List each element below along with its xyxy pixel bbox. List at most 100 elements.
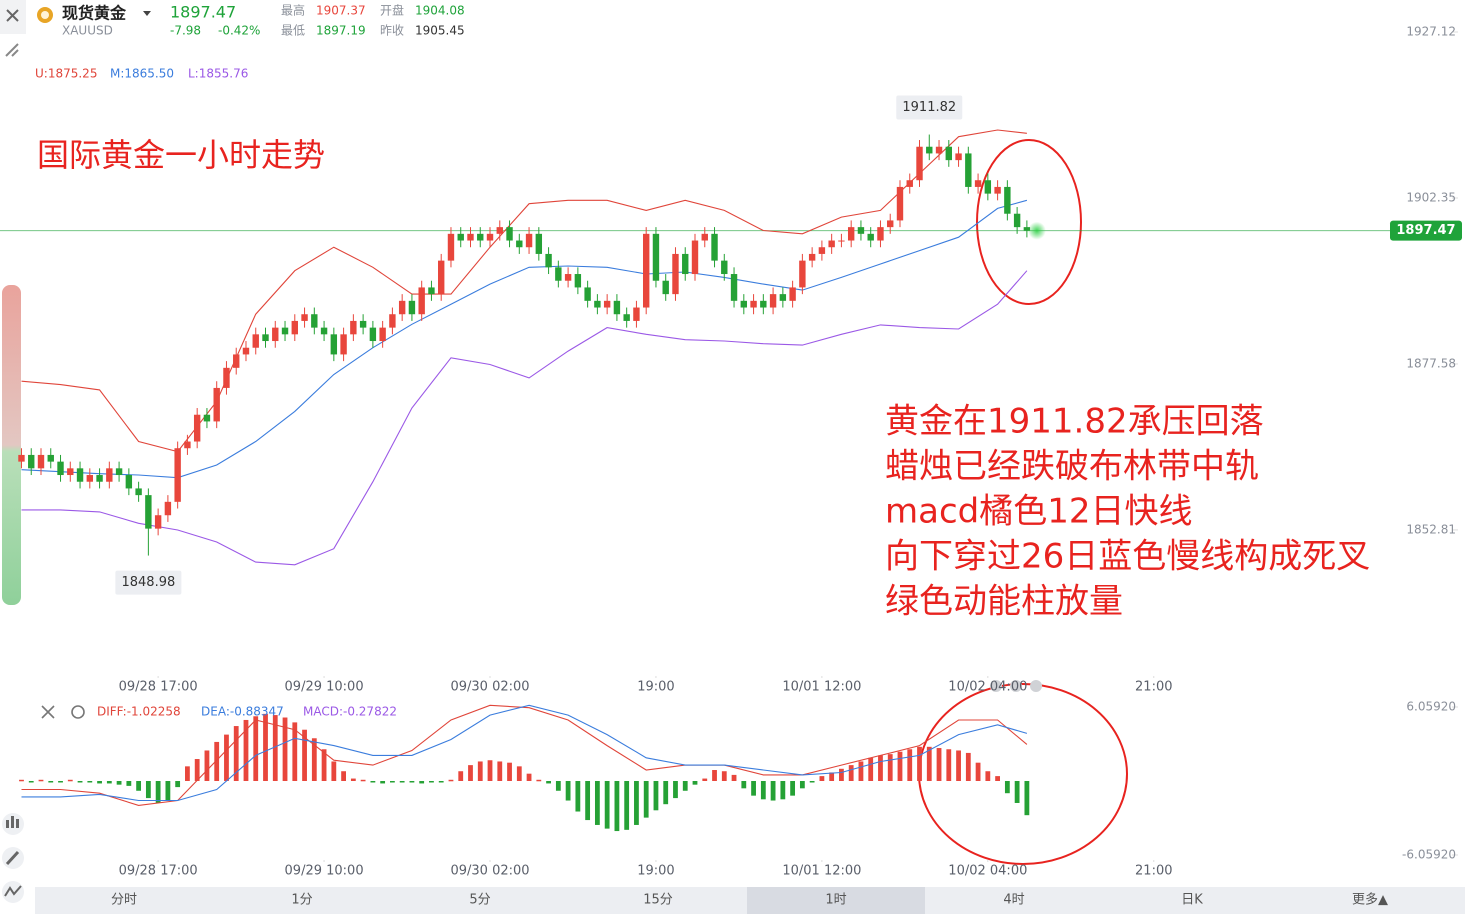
candle-body [438, 260, 445, 295]
symbol: XAUUSD [62, 24, 113, 38]
candle-body [642, 233, 650, 308]
y-tick-label: 1902.35 [1406, 190, 1456, 204]
y-tick-label: 6.05920 [1406, 700, 1456, 714]
candle-body [584, 287, 591, 301]
candle-body [301, 314, 308, 321]
candle-body [682, 253, 689, 275]
bollinger-line [21, 270, 1028, 566]
open-value: 1904.08 [415, 4, 465, 18]
candle-body [760, 300, 767, 308]
candle-body [213, 387, 220, 422]
sentiment-bar [2, 285, 21, 605]
macd-legend: DIFF:-1.02258 [97, 705, 181, 719]
macd-bar [302, 729, 307, 781]
macd-bar [165, 781, 171, 801]
macd-bar [28, 781, 34, 783]
close-button[interactable] [0, 0, 26, 34]
tab[interactable]: 日K [1181, 893, 1203, 908]
candle-body [594, 300, 601, 308]
tab[interactable]: 4时 [1003, 893, 1024, 908]
candle-body [691, 240, 699, 275]
macd-bar [48, 781, 54, 783]
candle-body [574, 274, 582, 288]
candle-body [28, 454, 35, 469]
candle-body [447, 233, 455, 261]
macd-bar [67, 779, 73, 782]
bollinger-line [21, 129, 1027, 453]
macd-bar [770, 781, 776, 801]
macd-bar [487, 760, 493, 781]
macd-bar [585, 781, 591, 821]
macd-bar [594, 781, 600, 825]
last-price-glow [1027, 221, 1046, 240]
candle-body [603, 300, 611, 308]
indicator-tool[interactable] [2, 813, 24, 835]
candle-body [769, 294, 777, 308]
tab-label: 日K [1181, 893, 1203, 908]
macd-bar [214, 741, 220, 781]
note: 黄金在1911.82承压回落 [885, 402, 1264, 442]
candle-body [223, 367, 230, 388]
indicator-settings[interactable] [71, 705, 85, 719]
macd-bar [614, 781, 620, 832]
candle-body [701, 233, 708, 241]
last-price-label: 1897.47 [1396, 223, 1455, 238]
candle-body [369, 327, 377, 342]
candle-body [477, 233, 484, 241]
macd-bar [341, 771, 346, 781]
candle-body [193, 414, 201, 442]
macd-bar [507, 762, 512, 781]
candle-body [486, 233, 494, 241]
macd-bar [87, 781, 93, 783]
macd-bar [360, 779, 366, 782]
candle-body [652, 233, 660, 281]
candle-body [457, 233, 464, 241]
macd-bar [175, 781, 181, 788]
x-tick-label: 19:00 [637, 680, 674, 695]
candle-body [467, 233, 474, 241]
macd-bar [848, 765, 854, 781]
x-tick-label: 10/02 04:00 [948, 680, 1027, 695]
pen-tool[interactable] [2, 847, 24, 869]
macd-bar [194, 759, 200, 781]
macd-bar [946, 749, 952, 781]
macd-bar [887, 754, 893, 781]
candle-body [67, 468, 74, 476]
candle-body [721, 260, 728, 275]
tab[interactable]: 更多▲ [1352, 892, 1388, 908]
tab[interactable]: 1分 [291, 893, 312, 908]
macd-bar [995, 776, 1000, 781]
macd-bar [526, 773, 532, 781]
close-indicator[interactable] [41, 705, 55, 719]
x-tick-label: 21:00 [1135, 864, 1172, 879]
macd-bar [77, 781, 83, 783]
chart-title: 国际黄金一小时走势 [37, 136, 325, 174]
candle-body [926, 146, 933, 154]
candle-body [906, 180, 913, 187]
line-tool[interactable] [2, 881, 24, 903]
pane-handle[interactable] [990, 680, 1042, 692]
candle-body [808, 253, 816, 261]
macd-bar [321, 749, 327, 781]
x-tick-label: 09/30 02:00 [450, 680, 529, 695]
candle-body [18, 454, 25, 462]
candle-body [57, 461, 64, 476]
candle-body [135, 488, 142, 496]
candle-body [633, 307, 640, 321]
candle-body [428, 287, 435, 295]
x-tick-label: 09/28 17:00 [119, 864, 198, 879]
draw-tool[interactable] [5, 43, 19, 57]
tab[interactable]: 5分 [469, 893, 490, 908]
note: 向下穿过26日蓝色慢线构成死叉 [885, 537, 1370, 577]
low-label: 最低 [281, 24, 305, 38]
tab[interactable]: 15分 [643, 893, 673, 908]
macd-bar [1024, 781, 1030, 816]
tab[interactable]: 1时 [747, 887, 925, 914]
macd-bar [429, 781, 434, 783]
macd-bar [780, 781, 786, 800]
tab[interactable]: 分时 [111, 893, 137, 908]
candle-body [994, 186, 1001, 194]
extreme-label-box [115, 570, 182, 595]
dropdown-arrow[interactable] [143, 11, 151, 16]
macd-bar [634, 781, 639, 825]
